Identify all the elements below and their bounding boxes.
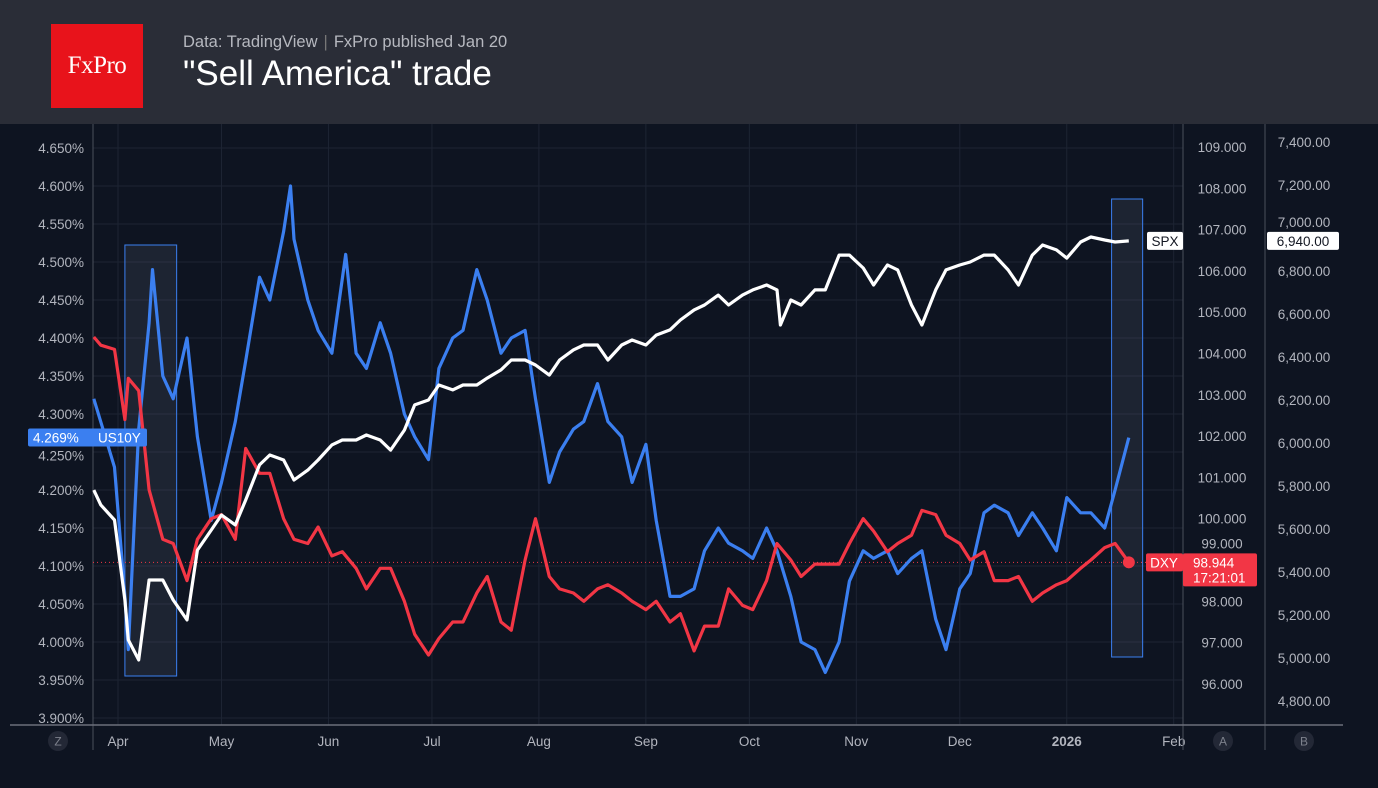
dxy-value-box	[1183, 553, 1257, 587]
middle-axis-tick: 102.000	[1198, 429, 1247, 444]
left-axis-tick: 4.250%	[38, 449, 84, 464]
spx-last-value: 6,940.00	[1277, 234, 1330, 249]
x-axis-tick: Nov	[844, 734, 868, 749]
left-axis-tick: 4.000%	[38, 635, 84, 650]
right-axis-tick: 7,000.00	[1278, 215, 1331, 230]
axis-button-label[interactable]: Z	[54, 735, 61, 749]
right-axis-tick: 6,000.00	[1278, 436, 1331, 451]
us10y-last-value: 4.269%	[33, 431, 79, 446]
left-axis-tick: 4.550%	[38, 217, 84, 232]
x-axis-tick: Apr	[107, 734, 129, 749]
highlight-region	[1111, 198, 1144, 658]
left-axis-tick: 3.950%	[38, 673, 84, 688]
left-axis-tick: 4.350%	[38, 369, 84, 384]
data-source: Data: TradingView	[183, 33, 318, 51]
left-axis-tick: 4.500%	[38, 255, 84, 270]
middle-axis-tick: 107.000	[1198, 223, 1247, 238]
axis-button-z[interactable]	[48, 731, 68, 751]
left-axis-tick: 4.650%	[38, 141, 84, 156]
right-axis-tick: 7,200.00	[1278, 178, 1331, 193]
middle-axis-tick: 104.000	[1198, 347, 1247, 362]
x-axis-tick: Aug	[527, 734, 551, 749]
dxy-countdown: 17:21:01	[1193, 570, 1246, 585]
middle-axis-tick: 96.000	[1201, 677, 1242, 692]
middle-axis-tick: 99.000	[1201, 536, 1242, 551]
spx-name-box	[1147, 231, 1183, 250]
left-axis-tick: 4.100%	[38, 559, 84, 574]
x-axis-tick: May	[209, 734, 235, 749]
spx-value-box	[1267, 231, 1339, 250]
axis-button-b[interactable]	[1294, 731, 1314, 751]
left-axis-tick: 4.450%	[38, 293, 84, 308]
middle-axis-tick: 103.000	[1198, 388, 1247, 403]
x-axis-tick: Sep	[634, 734, 658, 749]
left-axis-tick: 4.300%	[38, 407, 84, 422]
x-axis-tick: Jul	[423, 734, 440, 749]
right-axis-tick: 6,600.00	[1278, 307, 1331, 322]
middle-axis-tick: 106.000	[1198, 264, 1247, 279]
dxy-last-value: 98.944	[1193, 555, 1235, 570]
published-note: FxPro published Jan 20	[333, 33, 508, 51]
separator: |	[323, 33, 328, 51]
middle-axis-tick: 108.000	[1198, 181, 1247, 196]
middle-axis-tick: 100.000	[1198, 512, 1247, 527]
fxpro-logo: FxPro	[51, 24, 143, 108]
right-axis-tick: 5,000.00	[1278, 651, 1331, 666]
dxy-last-dot	[1122, 556, 1135, 569]
right-axis-tick: 5,600.00	[1278, 522, 1331, 537]
dxy-line	[92, 335, 1131, 657]
right-axis-tick: 5,400.00	[1278, 565, 1331, 580]
right-axis-tick: 5,200.00	[1278, 608, 1331, 623]
us10y-name-tag: US10Y	[98, 431, 141, 446]
left-axis-tick: 4.050%	[38, 597, 84, 612]
x-axis-tick: Dec	[948, 734, 972, 749]
left-axis-tick: 3.900%	[38, 711, 84, 726]
spx-name-tag: SPX	[1151, 234, 1178, 249]
right-axis-tick: 7,400.00	[1278, 135, 1331, 150]
x-axis-tick: Jun	[318, 734, 340, 749]
right-axis-tick: 6,400.00	[1278, 350, 1331, 365]
middle-axis-tick: 97.000	[1201, 636, 1242, 651]
left-axis-tick: 4.150%	[38, 521, 84, 536]
axis-button-label[interactable]: A	[1219, 735, 1227, 749]
subtitle: Data: TradingView | FxPro published Jan 20	[183, 33, 507, 52]
dxy-name-tag: DXY	[1150, 555, 1178, 570]
middle-axis-tick: 101.000	[1198, 470, 1247, 485]
dxy-name-box	[1146, 553, 1183, 572]
middle-axis-tick: 105.000	[1198, 305, 1247, 320]
middle-axis-tick: 98.000	[1201, 594, 1242, 609]
x-axis-tick: Oct	[739, 734, 760, 749]
x-axis-tick: 2026	[1052, 734, 1083, 749]
chart-title: "Sell America" trade	[183, 54, 492, 93]
header: FxPro Data: TradingView | FxPro published …	[0, 0, 1378, 124]
right-axis-tick: 6,200.00	[1278, 393, 1331, 408]
axis-button-label[interactable]: B	[1300, 735, 1308, 749]
chart: 4.650% 4.600% 4.550% 4.500% 4.450% 4.400% 4.35…	[10, 124, 1343, 751]
right-axis-tick: 5,800.00	[1278, 479, 1331, 494]
left-axis-tick: 4.600%	[38, 179, 84, 194]
x-axis-tick: Feb	[1162, 734, 1185, 749]
left-axis-tick: 4.400%	[38, 331, 84, 346]
right-axis-tick: 4,800.00	[1278, 694, 1331, 709]
axis-button-a[interactable]	[1213, 731, 1233, 751]
us10y-label-box	[28, 428, 147, 447]
middle-axis-tick: 109.000	[1198, 140, 1247, 155]
right-axis-tick: 6,800.00	[1278, 264, 1331, 279]
left-axis-tick: 4.200%	[38, 483, 84, 498]
